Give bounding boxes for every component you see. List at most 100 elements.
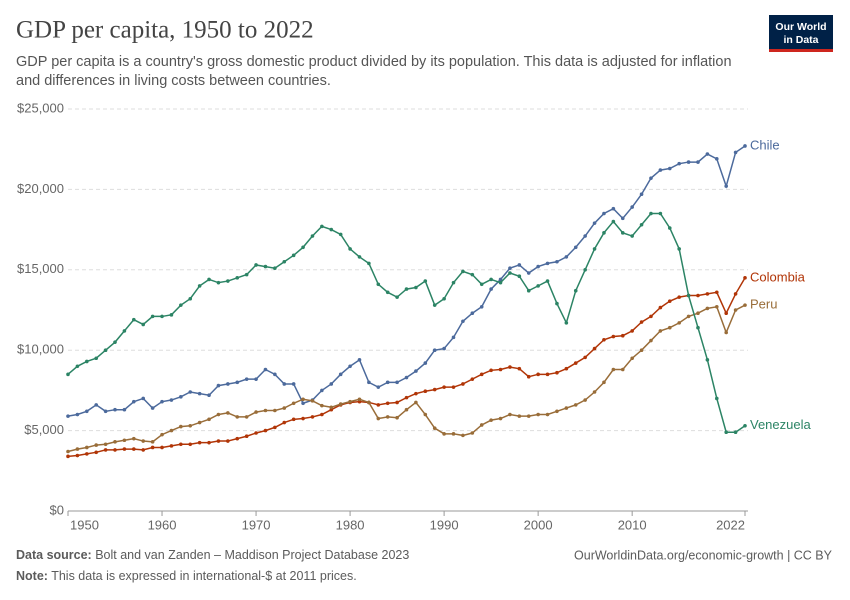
point (498, 277, 503, 282)
x-tick-label: 1970 (242, 517, 271, 532)
point (432, 426, 437, 430)
point (667, 226, 672, 230)
point (451, 432, 456, 436)
point (188, 296, 193, 301)
series-label: Venezuela (750, 417, 811, 432)
point (235, 276, 240, 280)
point (470, 272, 475, 277)
point (526, 414, 531, 418)
point (376, 403, 381, 407)
point (536, 284, 540, 288)
series-line (67, 277, 746, 458)
point (301, 416, 305, 421)
source-text: Bolt and van Zanden – Maddison Project D… (95, 548, 409, 562)
point (526, 374, 531, 379)
x-tick-label: 2022 (716, 517, 745, 532)
point (141, 396, 146, 401)
point (273, 408, 277, 413)
point (461, 319, 465, 324)
logo[interactable] (769, 15, 833, 52)
point (705, 292, 710, 296)
point (338, 402, 343, 406)
point (150, 406, 155, 410)
point (273, 372, 277, 377)
point (451, 280, 456, 285)
point (385, 401, 390, 406)
point (66, 449, 70, 454)
point (573, 361, 578, 365)
point (179, 395, 183, 399)
point (470, 311, 475, 316)
point (423, 389, 428, 394)
point (611, 206, 616, 211)
point (357, 397, 362, 402)
point (555, 259, 559, 264)
point (216, 280, 221, 285)
point (564, 406, 569, 410)
point (536, 412, 540, 417)
point (677, 321, 681, 325)
point (733, 308, 738, 312)
point (160, 445, 164, 450)
point (85, 359, 89, 364)
point (743, 144, 747, 148)
point (639, 192, 644, 197)
point (291, 401, 296, 406)
point (451, 385, 456, 389)
point (226, 279, 230, 283)
point (273, 266, 277, 270)
point (479, 423, 484, 427)
point (244, 434, 249, 439)
point (310, 234, 315, 238)
point (583, 355, 587, 360)
point (639, 222, 644, 227)
point (489, 368, 493, 373)
point (320, 403, 324, 408)
point (66, 454, 70, 459)
point (338, 372, 343, 377)
point (113, 448, 117, 452)
point (555, 301, 559, 306)
point (489, 277, 493, 282)
point (461, 269, 465, 274)
point (705, 152, 710, 156)
point (611, 367, 616, 372)
point (536, 264, 540, 269)
point (498, 367, 503, 372)
point (282, 406, 287, 410)
point (197, 391, 202, 396)
point (649, 338, 653, 343)
point (244, 377, 249, 381)
point (696, 293, 700, 298)
point (461, 433, 465, 438)
point (197, 284, 202, 288)
point (132, 447, 136, 451)
point (686, 160, 691, 164)
point (66, 414, 70, 418)
point (329, 227, 334, 232)
point (724, 184, 728, 188)
point (122, 329, 127, 333)
point (169, 428, 174, 433)
chart-title: GDP per capita, 1950 to 2022 (16, 17, 314, 44)
point (169, 398, 174, 402)
point (376, 385, 381, 389)
point (649, 176, 653, 180)
point (169, 313, 174, 317)
point (620, 231, 625, 235)
point (85, 445, 89, 450)
point (310, 399, 315, 403)
point (254, 263, 258, 267)
y-tick-label: $5,000 (24, 422, 64, 437)
point (103, 448, 108, 452)
point (291, 253, 296, 258)
point (508, 365, 512, 369)
point (592, 247, 597, 251)
point (329, 382, 334, 386)
source-link[interactable]: OurWorldinData.org/economic-growth | CC … (574, 548, 833, 562)
point (282, 259, 287, 264)
point (263, 264, 268, 269)
point (94, 403, 99, 407)
point (179, 442, 183, 447)
point (132, 436, 136, 441)
